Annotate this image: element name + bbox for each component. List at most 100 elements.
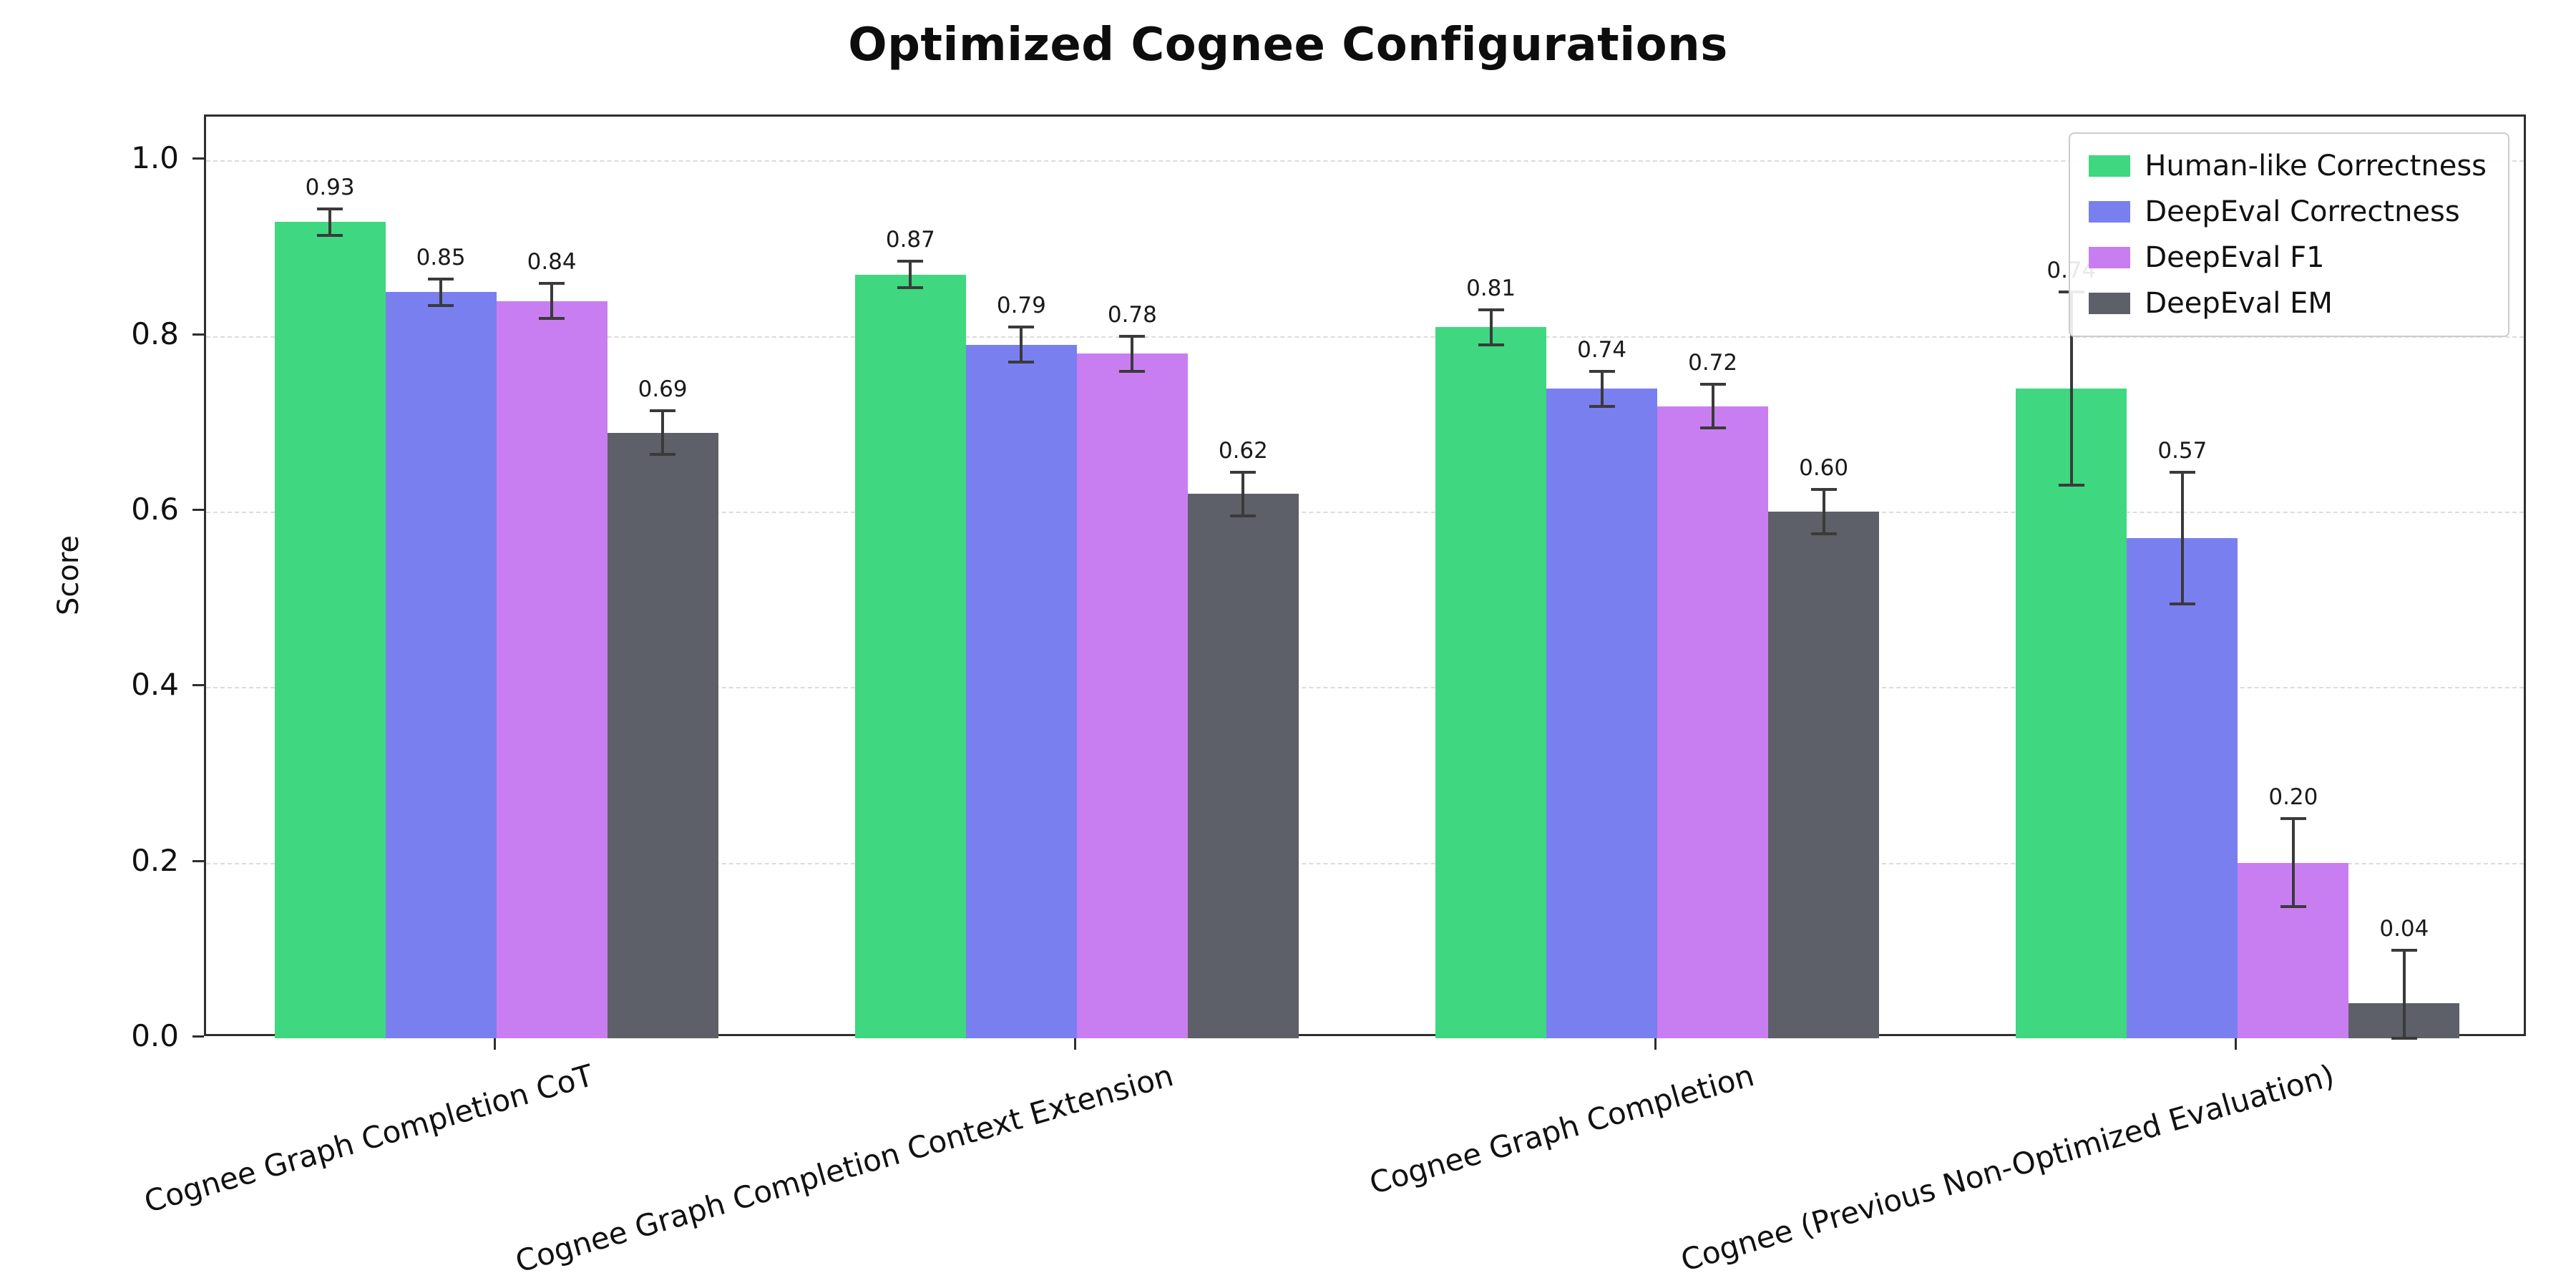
bar-human-like-correctness bbox=[2016, 389, 2127, 1038]
error-bar-cap-top bbox=[2169, 470, 2195, 474]
bar-deepeval-em bbox=[1768, 512, 1880, 1038]
bar-deepeval-em bbox=[1187, 494, 1299, 1038]
gridline bbox=[206, 336, 2524, 338]
bar-value-label: 0.72 bbox=[1688, 350, 1738, 376]
legend-swatch bbox=[2089, 293, 2131, 314]
legend-swatch bbox=[2089, 247, 2131, 268]
legend-entry: Human-like Correctness bbox=[2089, 150, 2487, 182]
bar-value-label: 0.84 bbox=[527, 249, 577, 275]
error-bar-cap-bottom bbox=[1230, 514, 1257, 518]
error-bar bbox=[1241, 472, 1245, 517]
gridline bbox=[206, 512, 2524, 513]
error-bar-cap-top bbox=[317, 207, 343, 210]
bar-value-label: 0.81 bbox=[1466, 275, 1516, 301]
chart-title: Optimized Cognee Configurations bbox=[848, 19, 1728, 72]
legend-entry: DeepEval Correctness bbox=[2089, 195, 2487, 228]
bar-deepeval-f1 bbox=[496, 301, 608, 1038]
legend-label: DeepEval Correctness bbox=[2145, 195, 2460, 228]
bar-human-like-correctness bbox=[854, 274, 966, 1038]
error-bar-cap-bottom bbox=[1589, 404, 1615, 408]
bar-deepeval-f1 bbox=[1076, 353, 1188, 1038]
error-bar bbox=[328, 208, 332, 235]
error-bar-cap-bottom bbox=[2391, 1037, 2417, 1040]
x-tick-label: Cognee Graph Completion CoT bbox=[140, 1058, 597, 1220]
error-bar bbox=[439, 278, 443, 306]
error-bar bbox=[1131, 336, 1134, 371]
y-tick-mark bbox=[192, 859, 204, 862]
legend-label: DeepEval EM bbox=[2145, 287, 2333, 320]
plot-area: 0.930.870.810.740.850.790.740.570.840.78… bbox=[204, 114, 2526, 1040]
legend-label: DeepEval F1 bbox=[2145, 241, 2325, 274]
bar-value-label: 0.79 bbox=[996, 293, 1046, 319]
y-tick-label: 0.8 bbox=[131, 316, 179, 351]
bar-human-like-correctness bbox=[274, 222, 386, 1038]
error-bar-cap-top bbox=[1008, 326, 1035, 329]
error-bar-cap-bottom bbox=[2169, 602, 2195, 605]
error-bar-cap-top bbox=[1810, 488, 1837, 492]
legend-entry: DeepEval F1 bbox=[2089, 241, 2487, 274]
bar-deepeval-correctness bbox=[1546, 389, 1658, 1038]
x-tick-label: Cognee (Previous Non-Optimized Evaluatio… bbox=[1677, 1058, 2338, 1279]
bar-human-like-correctness bbox=[1435, 327, 1547, 1038]
error-bar-cap-bottom bbox=[1810, 532, 1837, 535]
bar-value-label: 0.60 bbox=[1799, 455, 1849, 482]
error-bar bbox=[2291, 819, 2295, 907]
error-bar-cap-top bbox=[539, 282, 565, 286]
y-tick-mark bbox=[192, 1035, 204, 1038]
error-bar-cap-top bbox=[428, 277, 454, 280]
error-bar-cap-bottom bbox=[1478, 343, 1504, 346]
error-bar-cap-bottom bbox=[897, 286, 924, 290]
error-bar-cap-top bbox=[897, 260, 924, 263]
bar-value-label: 0.62 bbox=[1218, 437, 1268, 464]
y-tick-mark bbox=[192, 157, 204, 160]
error-bar-cap-bottom bbox=[650, 453, 676, 457]
error-bar bbox=[1822, 489, 1825, 534]
error-bar bbox=[2069, 292, 2073, 486]
error-bar-cap-top bbox=[2391, 949, 2417, 952]
bar-value-label: 0.85 bbox=[416, 244, 466, 270]
y-tick-label: 1.0 bbox=[131, 140, 179, 176]
legend: Human-like Correctness DeepEval Correctne… bbox=[2069, 132, 2509, 337]
error-bar-cap-top bbox=[2280, 817, 2306, 821]
error-bar-cap-top bbox=[1230, 470, 1257, 474]
error-bar-cap-bottom bbox=[2280, 905, 2306, 908]
error-bar-cap-bottom bbox=[1008, 361, 1035, 364]
y-tick-mark bbox=[192, 333, 204, 336]
y-axis-label: Score bbox=[52, 535, 85, 616]
legend-swatch bbox=[2089, 201, 2131, 223]
x-tick-mark bbox=[2235, 1038, 2238, 1050]
bar-value-label: 0.20 bbox=[2268, 784, 2318, 811]
x-tick-mark bbox=[1654, 1038, 1657, 1050]
error-bar-cap-bottom bbox=[317, 233, 343, 237]
x-tick-label: Cognee Graph Completion bbox=[1365, 1058, 1758, 1201]
bar-deepeval-correctness bbox=[385, 292, 497, 1038]
error-bar bbox=[1600, 371, 1604, 406]
bar-deepeval-em bbox=[607, 432, 718, 1038]
x-tick-mark bbox=[493, 1038, 496, 1050]
bar-value-label: 0.69 bbox=[638, 376, 688, 402]
error-bar bbox=[1020, 327, 1023, 363]
error-bar-cap-top bbox=[1699, 383, 1726, 386]
y-tick-label: 0.2 bbox=[131, 842, 179, 878]
bar-value-label: 0.74 bbox=[1577, 336, 1627, 363]
bar-deepeval-f1 bbox=[1657, 406, 1769, 1038]
legend-label: Human-like Correctness bbox=[2145, 150, 2487, 182]
y-tick-label: 0.0 bbox=[131, 1018, 179, 1053]
error-bar bbox=[2180, 472, 2184, 604]
bar-value-label: 0.78 bbox=[1107, 301, 1157, 328]
gridline bbox=[206, 862, 2524, 864]
x-tick-mark bbox=[1073, 1038, 1076, 1050]
bar-value-label: 0.04 bbox=[2379, 916, 2429, 942]
error-bar-cap-top bbox=[1119, 334, 1146, 338]
x-tick-label: Cognee Graph Completion Context Extensio… bbox=[512, 1058, 1178, 1279]
bar-deepeval-correctness bbox=[2127, 537, 2238, 1038]
bar-deepeval-correctness bbox=[965, 344, 1077, 1038]
error-bar-cap-bottom bbox=[1699, 426, 1726, 430]
gridline bbox=[206, 160, 2524, 162]
error-bar-cap-bottom bbox=[428, 303, 454, 307]
y-tick-label: 0.4 bbox=[131, 667, 179, 703]
legend-entry: DeepEval EM bbox=[2089, 287, 2487, 320]
bar-value-label: 0.93 bbox=[305, 174, 355, 200]
y-tick-mark bbox=[192, 509, 204, 511]
